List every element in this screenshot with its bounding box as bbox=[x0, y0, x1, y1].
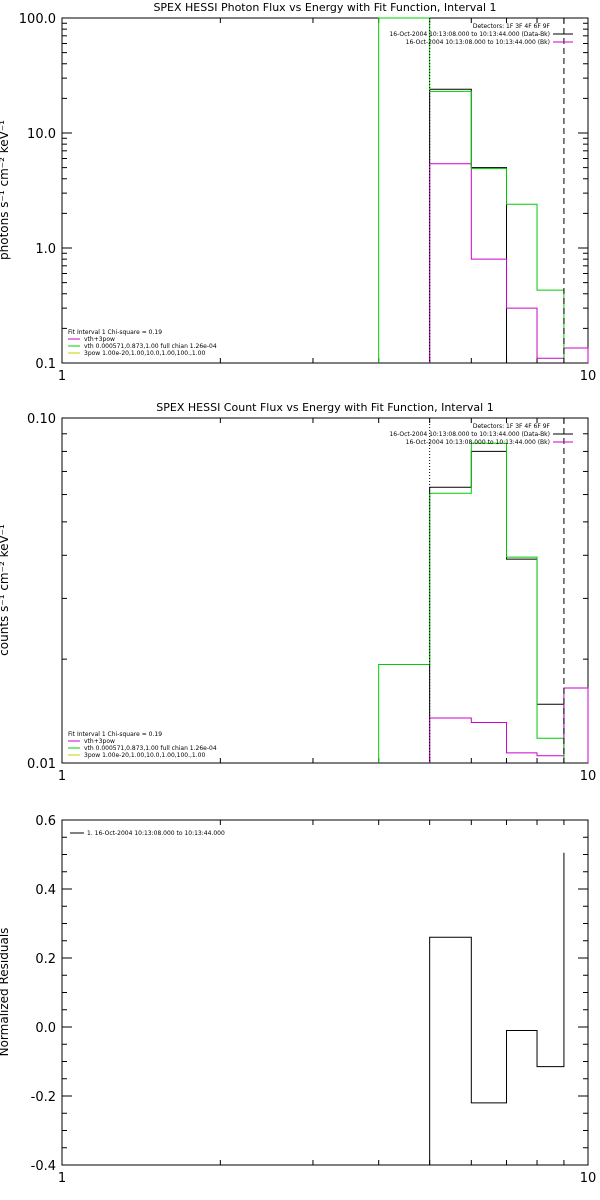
count-fit-vth: vth 0.000571,0.873,1.00 full chian 1.26e… bbox=[84, 745, 217, 752]
count-flux-panel: SPEX HESSI Count Flux vs Energy with Fit… bbox=[0, 401, 596, 784]
photon-legend-databk: 16-Oct-2004 10:13:08.000 to 10:13:44.000… bbox=[389, 31, 550, 38]
photon-legend-detectors: Detectors: 1F 3F 4F 6F 9F bbox=[473, 23, 551, 30]
series-line bbox=[429, 687, 589, 763]
y-tick-label: 0.6 bbox=[35, 814, 56, 829]
series-line bbox=[378, 442, 565, 763]
photon-fit-info: Fit Interval 1 Chi-square = 0.19 bbox=[68, 329, 162, 336]
y-tick-label: 0.1 bbox=[35, 357, 56, 372]
count-flux-ylabel: counts s⁻¹ cm⁻² keV⁻¹ bbox=[0, 524, 11, 656]
count-legend-databk: 16-Oct-2004 10:13:08.000 to 10:13:44.000… bbox=[389, 431, 550, 438]
photon-flux-top-legend: Detectors: 1F 3F 4F 6F 9F 16-Oct-2004 10… bbox=[389, 23, 573, 46]
y-tick-label: 0.0 bbox=[35, 1021, 56, 1036]
series-line bbox=[429, 163, 589, 363]
photon-legend-bk: 16-Oct-2004 10:13:08.000 to 10:13:44.000… bbox=[406, 39, 550, 46]
photon-flux-frame bbox=[61, 17, 589, 364]
photon-flux-panel: SPEX HESSI Photon Flux vs Energy with Fi… bbox=[0, 1, 596, 384]
residuals-ylabel: Normalized Residuals bbox=[0, 928, 11, 1057]
residuals-legend-label: 1. 16-Oct-2004 10:13:08.000 to 10:13:44.… bbox=[87, 830, 225, 837]
photon-fit-vth3pow: vth+3pow bbox=[84, 336, 115, 343]
series-line bbox=[429, 450, 565, 763]
count-legend-bk: 16-Oct-2004 10:13:08.000 to 10:13:44.000… bbox=[406, 439, 550, 446]
y-tick-label: 0.4 bbox=[35, 883, 56, 898]
photon-flux-title: SPEX HESSI Photon Flux vs Energy with Fi… bbox=[153, 1, 496, 14]
count-fit-info: Fit Interval 1 Chi-square = 0.19 bbox=[68, 731, 162, 738]
series-line bbox=[429, 852, 565, 1165]
x-tick-label: 1 bbox=[58, 1171, 66, 1186]
residuals-frame bbox=[61, 819, 589, 1166]
series-line bbox=[429, 88, 538, 364]
y-tick-label: 0.2 bbox=[35, 952, 56, 967]
y-tick-label: 0.10 bbox=[27, 412, 56, 427]
photon-flux-ylabel: photons s⁻¹ cm⁻² keV⁻¹ bbox=[0, 120, 11, 260]
y-tick-label: 100.0 bbox=[19, 12, 56, 27]
series-line bbox=[378, 17, 565, 363]
photon-fit-vth: vth 0.000571,0.873,1.00 full chian 1.26e… bbox=[84, 343, 217, 350]
x-tick-label: 1 bbox=[58, 369, 66, 384]
count-flux-frame bbox=[61, 417, 589, 764]
photon-flux-bottom-legend: Fit Interval 1 Chi-square = 0.19 vth+3po… bbox=[68, 329, 217, 357]
count-flux-top-legend: Detectors: 1F 3F 4F 6F 9F 16-Oct-2004 10… bbox=[389, 423, 573, 446]
y-tick-label: -0.2 bbox=[31, 1090, 56, 1105]
count-fit-3pow: 3pow 1.00e-20,1.00,10.0,1.00,100.,1.00 bbox=[84, 752, 205, 759]
x-tick-label: 1 bbox=[58, 769, 66, 784]
count-flux-title: SPEX HESSI Count Flux vs Energy with Fit… bbox=[156, 401, 493, 414]
x-tick-label: 10 bbox=[580, 1171, 597, 1186]
photon-fit-3pow: 3pow 1.00e-20,1.00,10.0,1.00,100.,1.00 bbox=[84, 350, 205, 357]
y-tick-label: 10.0 bbox=[27, 127, 56, 142]
y-tick-label: 1.0 bbox=[35, 242, 56, 257]
count-legend-detectors: Detectors: 1F 3F 4F 6F 9F bbox=[473, 423, 551, 430]
residuals-panel: 1 10 -0.4 -0.2 0.0 0.2 0.4 0.6 Normalized Resi… bbox=[0, 814, 596, 1186]
count-fit-vth3pow: vth+3pow bbox=[84, 738, 115, 745]
x-tick-label: 10 bbox=[580, 369, 597, 384]
count-flux-bottom-legend: Fit Interval 1 Chi-square = 0.19 vth+3po… bbox=[68, 731, 217, 759]
x-tick-label: 10 bbox=[580, 769, 597, 784]
y-tick-label: -0.4 bbox=[31, 1159, 56, 1174]
residuals-legend: 1. 16-Oct-2004 10:13:08.000 to 10:13:44.… bbox=[70, 830, 225, 837]
y-tick-label: 0.01 bbox=[27, 757, 56, 772]
